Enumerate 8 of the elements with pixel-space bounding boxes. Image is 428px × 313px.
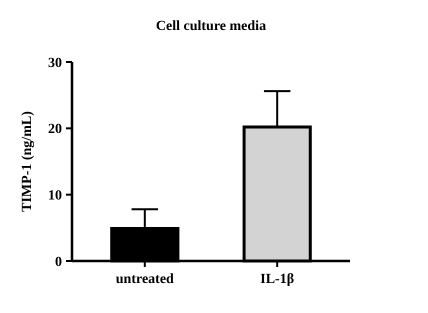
x-tick-label: IL-1β: [260, 272, 294, 287]
y-tick-label: 10: [48, 188, 62, 204]
y-axis-title: TIMP-1 (ng/mL): [20, 110, 35, 212]
x-tick-label: untreated: [116, 272, 174, 287]
y-tick-label: 20: [48, 122, 62, 138]
y-tick-label: 0: [55, 254, 62, 270]
y-tick-label: 30: [48, 56, 62, 71]
chart-title: Cell culture media: [156, 19, 266, 34]
